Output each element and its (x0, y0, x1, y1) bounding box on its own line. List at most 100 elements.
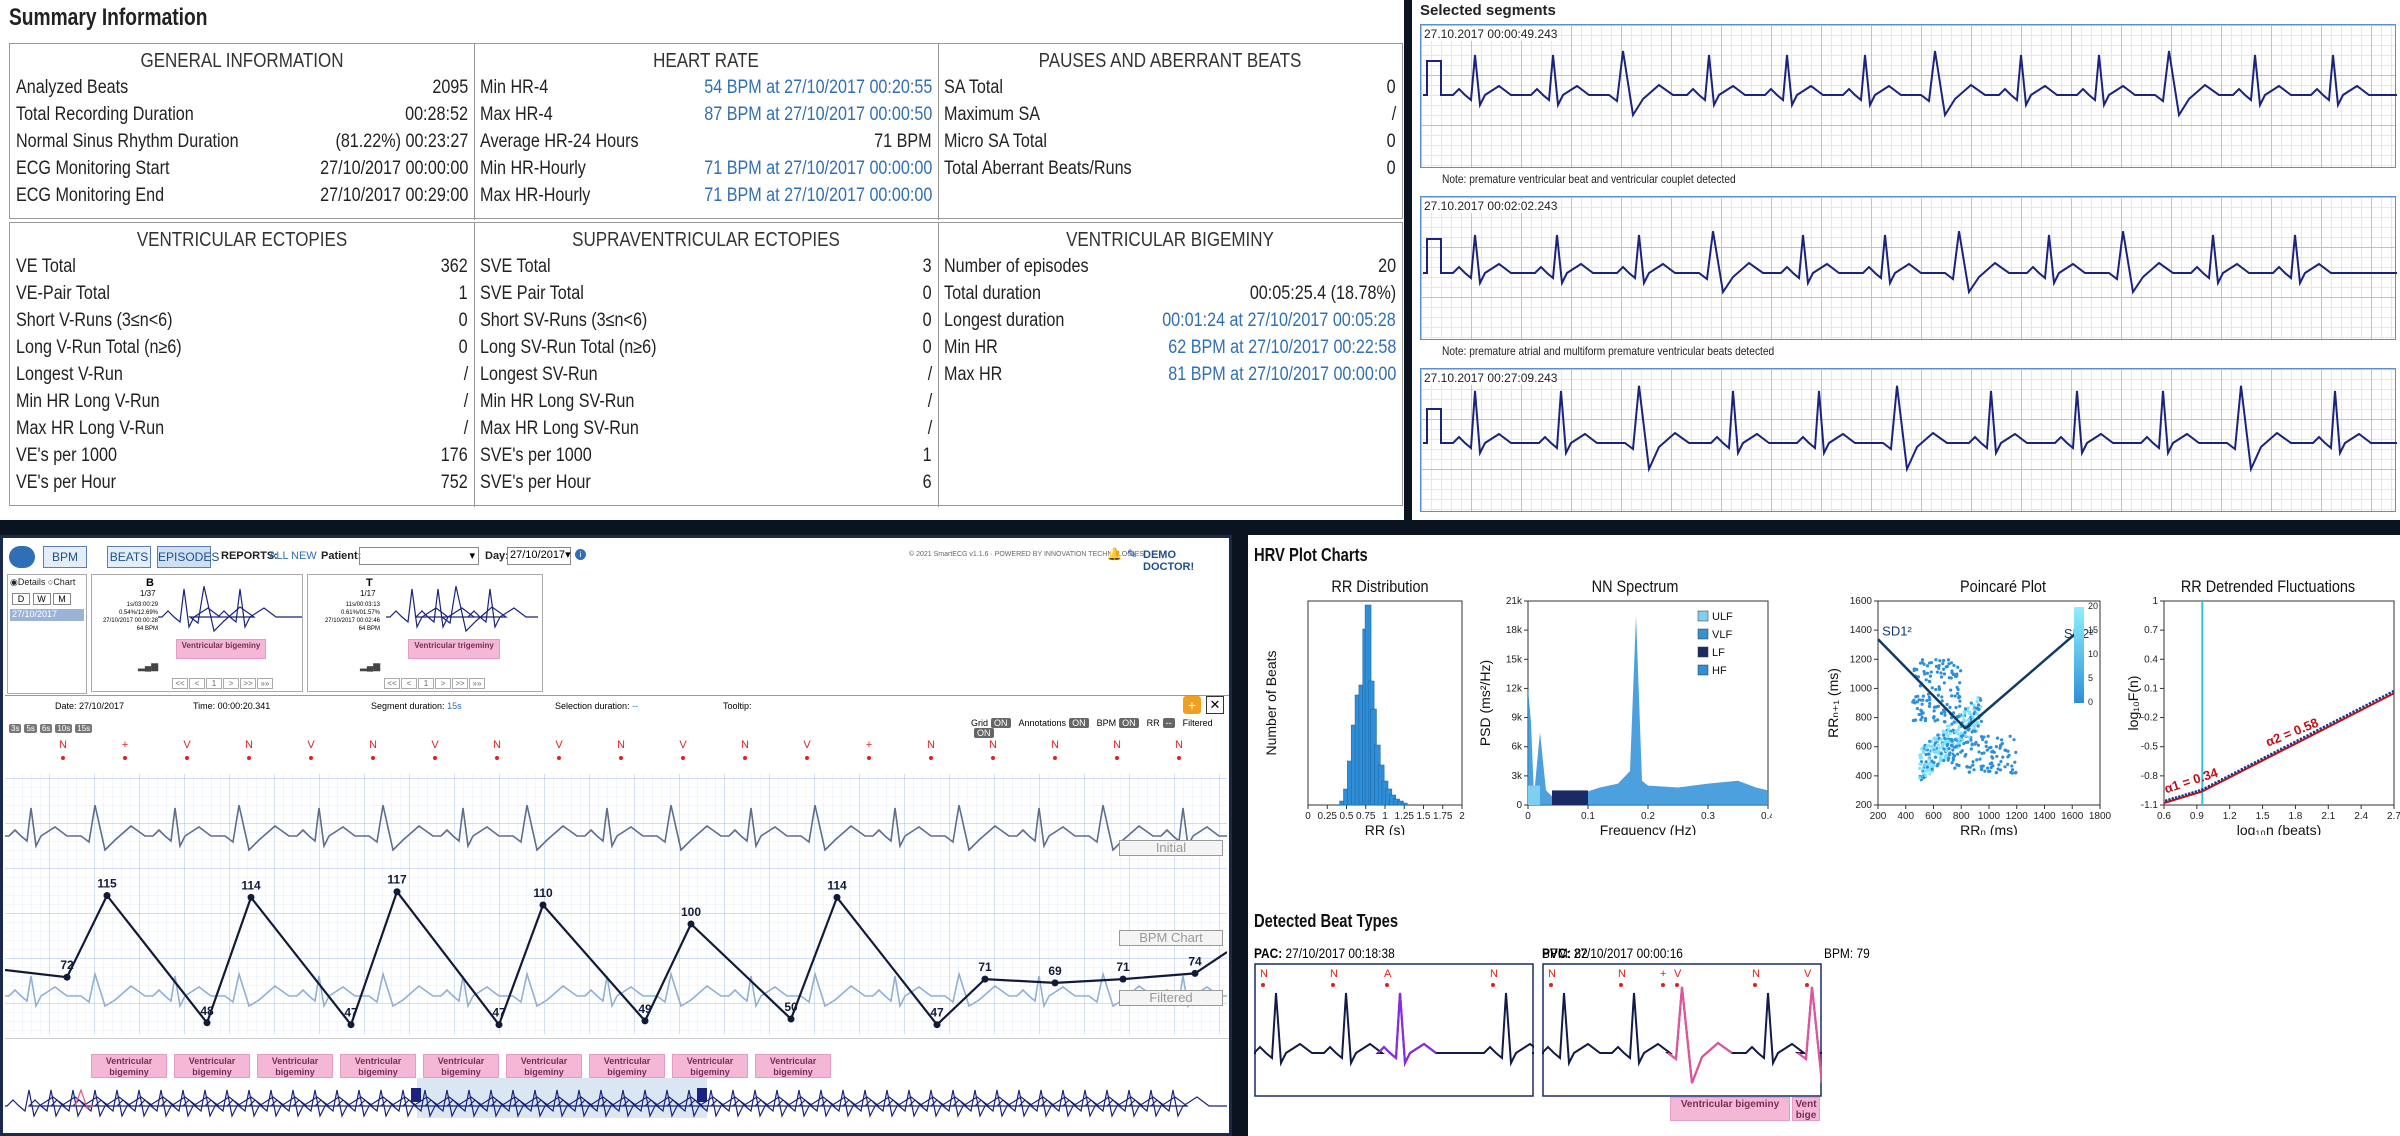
toggle-item[interactable]: BPM ON (1097, 718, 1139, 728)
rr-distribution-chart[interactable]: 0 0.25 0.5 0.75 1 1.25 1.5 1.75 2 RR (s) Number of… (1248, 595, 1478, 835)
bpm-point[interactable] (348, 1021, 355, 1028)
initial-label[interactable]: Initial (1119, 840, 1223, 856)
bpm-point[interactable] (104, 892, 111, 899)
scatter-point (1949, 689, 1952, 692)
tab-beats[interactable]: BEATS (107, 546, 151, 568)
pager-button[interactable]: << (384, 678, 400, 689)
view-mode-radios[interactable]: ◉Details ○Chart (10, 577, 75, 588)
pager-button[interactable]: »» (469, 678, 485, 689)
pager-button[interactable]: >> (452, 678, 468, 689)
duration-button[interactable]: 3s (9, 724, 21, 733)
bpm-point[interactable] (1052, 979, 1059, 986)
duration-button[interactable]: 6s (40, 724, 52, 733)
toggle-item[interactable]: Grid ON (971, 718, 1011, 728)
row-value[interactable]: 54 BPM at 27/10/2017 00:20:55 (704, 74, 932, 101)
bpm-chart-label[interactable]: BPM Chart (1119, 930, 1223, 946)
tab-bpm[interactable]: BPM (43, 546, 87, 568)
overview-strip[interactable] (5, 1078, 1227, 1118)
pager-button[interactable]: > (223, 678, 239, 689)
duration-button[interactable]: 15s (75, 724, 92, 733)
info-icon[interactable]: i (575, 549, 586, 560)
duration-button[interactable]: 10s (55, 724, 72, 733)
selection-handle-left[interactable] (411, 1088, 421, 1102)
trigeminy-episode-card[interactable]: T 1/17 11s/00:03:13 0.61%/01.57% 27/10/2… (307, 574, 543, 692)
add-icon[interactable]: + (1183, 696, 1201, 714)
bpm-point[interactable] (788, 1016, 795, 1023)
row-value[interactable]: 00:01:24 at 27/10/2017 00:05:28 (1163, 307, 1396, 334)
month-button[interactable]: M (53, 593, 71, 605)
bpm-point[interactable] (688, 921, 695, 928)
bell-icon[interactable]: 🔔 (1107, 547, 1122, 561)
tab-episodes[interactable]: EPISODES (157, 546, 211, 568)
reports-new-link[interactable]: NEW (291, 550, 317, 562)
row-value[interactable]: 71 BPM at 27/10/2017 00:00:00 (704, 182, 932, 209)
beat-label: N (369, 739, 377, 751)
x-tick-label: 1400 (2033, 811, 2056, 822)
ecg-strip-3[interactable]: 27.10.2017 00:27:09.243 (1420, 368, 2396, 512)
episode-band[interactable]: Ventricular bigeminy (589, 1054, 665, 1078)
beat-marker (805, 756, 809, 760)
row-value[interactable]: 71 BPM at 27/10/2017 00:00:00 (704, 155, 932, 182)
episode-band[interactable]: Ventricular bigeminy (340, 1054, 416, 1078)
pager-button[interactable]: < (189, 678, 205, 689)
episode-band[interactable]: Ventricular bigeminy (672, 1054, 748, 1078)
day-button[interactable]: D (12, 593, 30, 605)
date-list-item[interactable]: 27/10/2017 (10, 609, 84, 621)
nn-spectrum-chart[interactable]: 0 0.1 0.2 0.3 0.4 0 3k 6k 9k 12k 15k 18k 21k Frequenc… (1472, 595, 1772, 835)
row-value[interactable]: 87 BPM at 27/10/2017 00:00:50 (704, 101, 932, 128)
main-ecg-chart[interactable]: N + V N V N V N V N V N V + N N N N N 72 115 48 114 47 117 47 110… (5, 734, 1227, 1034)
bpm-point[interactable] (394, 888, 401, 895)
row-value[interactable]: 81 BPM at 27/10/2017 00:00:00 (1168, 361, 1396, 388)
poincare-plot[interactable]: SD1²SD2²05101520200400600800100012001400… (1822, 595, 2126, 835)
bigeminy-episode-card[interactable]: B 1/37 1s/03:00:29 0.54%/12.69% 27/10/20… (91, 574, 303, 692)
row-label: ECG Monitoring End (16, 182, 164, 209)
episode-band[interactable]: Ventricular bigeminy (257, 1054, 333, 1078)
bpm-point[interactable] (496, 1021, 503, 1028)
filtered-label[interactable]: Filtered (1119, 990, 1223, 1006)
dfa-point (2326, 724, 2329, 727)
ecg-strip-2[interactable]: 27.10.2017 00:02:02.243 (1420, 196, 2396, 340)
close-icon[interactable]: ✕ (1206, 696, 1224, 714)
week-button[interactable]: W (33, 593, 51, 605)
episode-band[interactable]: Ventricular bigeminy (755, 1054, 831, 1078)
ecg-strip-1[interactable]: 27.10.2017 00:00:49.243 (1420, 24, 2396, 168)
episode-band[interactable]: Ventricular bigeminy (174, 1054, 250, 1078)
pager-button[interactable]: > (435, 678, 451, 689)
bpm-point[interactable] (642, 1017, 649, 1024)
row-value[interactable]: 62 BPM at 27/10/2017 00:22:58 (1168, 334, 1396, 361)
reports-all-link[interactable]: ALL (269, 550, 289, 562)
episode-band[interactable]: Ventricular bigeminy (423, 1054, 499, 1078)
user-name[interactable]: DEMO DOCTOR! (1143, 549, 1229, 573)
episode-band[interactable]: Ventricular bigeminy (506, 1054, 582, 1078)
scatter-point (1986, 748, 1989, 751)
patient-select[interactable]: ▾ (359, 547, 479, 565)
bpm-point[interactable] (1120, 976, 1127, 983)
toggle-item[interactable]: RR -- (1147, 718, 1175, 728)
day-select[interactable]: 27/10/2017▾ (507, 547, 571, 565)
bpm-point[interactable] (982, 976, 989, 983)
bpm-point[interactable] (540, 902, 547, 909)
pager-button[interactable]: 1 (206, 678, 222, 689)
episode-band[interactable]: Ventricular bigeminy (91, 1054, 167, 1078)
duration-button[interactable]: 5s (24, 724, 36, 733)
pvc-example-chart[interactable]: N N + V N V (1542, 963, 1822, 1097)
pager-button[interactable]: 1 (418, 678, 434, 689)
pager-button[interactable]: »» (257, 678, 273, 689)
bpm-point[interactable] (204, 1019, 211, 1026)
bpm-point[interactable] (1192, 970, 1199, 977)
bpm-point[interactable] (834, 894, 841, 901)
bpm-point[interactable] (64, 974, 71, 981)
selection-handle-right[interactable] (697, 1088, 707, 1102)
pager-button[interactable]: < (401, 678, 417, 689)
bpm-point[interactable] (248, 894, 255, 901)
pager-button[interactable]: << (172, 678, 188, 689)
beat-label: V (1674, 968, 1682, 980)
bpm-point[interactable] (934, 1021, 941, 1028)
app-logo-icon[interactable] (9, 546, 35, 568)
row-label: Total Recording Duration (16, 101, 194, 128)
edit-icon[interactable]: ✎ (1127, 547, 1137, 561)
pager-button[interactable]: >> (240, 678, 256, 689)
toggle-item[interactable]: Annotations ON (1019, 718, 1089, 728)
